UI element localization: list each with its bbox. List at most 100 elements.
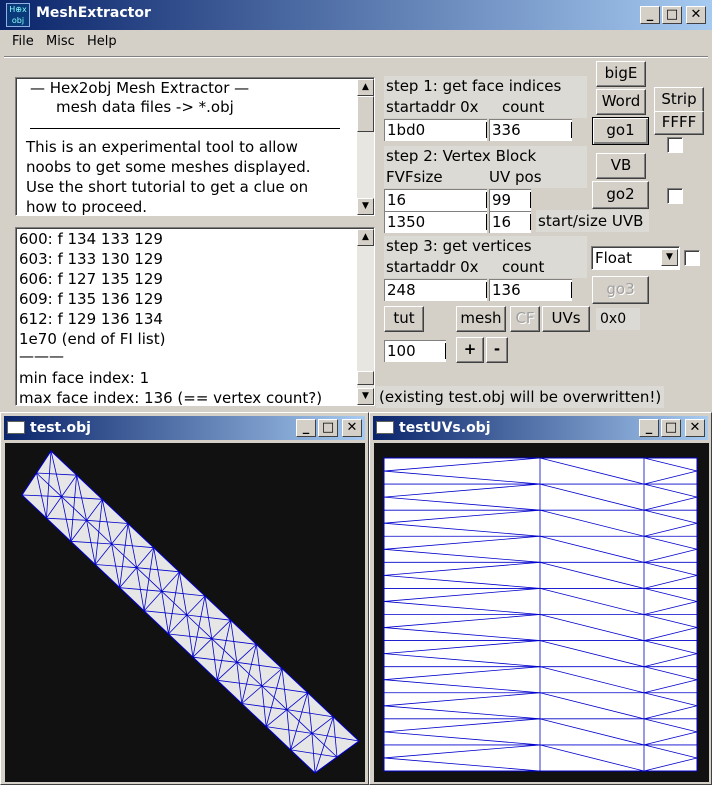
mesh-edge	[36, 472, 77, 476]
uv-edge	[383, 509, 541, 524]
log-line: 600: f 134 133 129	[19, 230, 163, 248]
mesh-edge	[143, 547, 155, 611]
log-line: 1e70 (end of FI list)	[19, 330, 166, 348]
scroll-down-icon[interactable]: ▼	[357, 388, 374, 405]
step3-startaddr-label: startaddr 0x	[386, 258, 479, 276]
uv-edge	[643, 496, 698, 511]
uv-edge	[539, 535, 645, 563]
uv-edge	[643, 627, 698, 641]
mesh-edge	[261, 685, 267, 727]
close-icon[interactable]: ✕	[685, 419, 705, 437]
mesh-edge	[286, 709, 334, 718]
window-title: MeshExtractor	[36, 5, 151, 21]
mesh-edge	[186, 614, 194, 658]
uv-edge	[643, 601, 698, 615]
step1-count-input[interactable]: 336	[489, 119, 572, 141]
word-button[interactable]: Word	[596, 89, 646, 115]
uv-edge	[539, 614, 645, 641]
uv-edge	[643, 679, 698, 694]
uv-edge	[643, 470, 698, 485]
step2-fvf-label: FVFsize	[386, 168, 443, 186]
scroll-up-icon[interactable]: ▲	[357, 229, 374, 246]
mesh-button[interactable]: mesh	[456, 306, 506, 332]
go2-button[interactable]: go2	[592, 181, 649, 209]
uv-edge	[383, 522, 541, 537]
step3-startaddr-input[interactable]: 248	[384, 279, 487, 301]
ffff-checkbox[interactable]	[667, 137, 683, 153]
bigE-button[interactable]: bigE	[596, 61, 646, 87]
maximize-icon[interactable]: □	[661, 419, 681, 437]
fvf-size-input[interactable]: 16	[384, 189, 487, 211]
go1-button[interactable]: go1	[592, 117, 649, 145]
info-scrollbar[interactable]: ▲ ▼	[357, 79, 374, 215]
go3-button[interactable]: go3	[592, 276, 649, 304]
scroll-down-icon[interactable]: ▼	[357, 198, 374, 215]
zoom-input[interactable]: 100	[384, 340, 446, 362]
menu-file[interactable]: File	[12, 34, 34, 49]
scroll-thumb[interactable]	[357, 371, 374, 385]
mesh-edge	[265, 668, 283, 727]
uv-edge	[539, 666, 645, 694]
maximize-icon[interactable]: □	[318, 419, 338, 437]
uv-edge	[383, 496, 541, 511]
info-box: — Hex2obj Mesh Extractor — mesh data fil…	[15, 77, 375, 216]
minimize-icon[interactable]: _	[296, 419, 316, 437]
uv-viewport[interactable]	[374, 443, 709, 782]
log-line: max face index: 136 (== vertex count?)	[19, 389, 323, 406]
tut-button[interactable]: tut	[384, 306, 424, 332]
menu-help[interactable]: Help	[87, 34, 117, 49]
mesh-edge	[161, 590, 206, 597]
uv-edge	[643, 574, 698, 589]
maximize-icon[interactable]: □	[662, 6, 682, 24]
test-obj-titlebar: test.obj _ □ ✕	[4, 416, 365, 440]
uv-edge	[383, 744, 541, 759]
mesh-edge	[236, 661, 283, 669]
menu-misc[interactable]: Misc	[46, 34, 75, 49]
log-scrollbar[interactable]: ▲ ▼	[357, 229, 374, 405]
uvb-size-input[interactable]: 16	[489, 211, 531, 233]
mesh-viewport[interactable]	[5, 443, 365, 782]
uv-edge	[539, 744, 645, 772]
uv-edge	[539, 561, 645, 589]
uv-edge	[643, 561, 698, 576]
cf-button[interactable]: CF	[510, 306, 540, 332]
strip-button[interactable]: Strip	[654, 87, 704, 113]
uvs-button[interactable]: UVs	[542, 306, 590, 332]
step3-title: step 3: get vertices	[386, 237, 532, 255]
mesh-edge	[86, 520, 96, 565]
minimize-icon[interactable]: _	[639, 419, 659, 437]
uv-edge	[539, 509, 645, 537]
chevron-down-icon[interactable]: ▼	[661, 249, 678, 266]
format-checkbox[interactable]	[684, 250, 700, 266]
uvb-start-input[interactable]: 1350	[384, 211, 487, 233]
uv-edge	[383, 535, 541, 550]
step2-title: step 2: Vertex Block	[386, 147, 537, 165]
format-select[interactable]: Float ▼	[591, 246, 680, 270]
mesh-edge	[36, 472, 47, 519]
mesh-edge	[311, 733, 316, 774]
test-obj-title: test.obj	[30, 420, 91, 436]
close-icon[interactable]: ✕	[686, 6, 706, 24]
uv-edge	[383, 757, 541, 772]
close-icon[interactable]: ✕	[342, 419, 362, 437]
mesh-edge	[211, 638, 257, 645]
ffff-button[interactable]: FFFF	[654, 111, 704, 135]
uv-edge	[643, 692, 698, 707]
info-line: Use the short tutorial to get a clue on	[26, 178, 309, 196]
menu-bar: File Misc Help	[0, 31, 712, 53]
go2-checkbox[interactable]	[667, 188, 683, 204]
step1-count-label: count	[502, 98, 545, 116]
scroll-thumb[interactable]	[357, 96, 374, 132]
uv-edge	[643, 731, 698, 746]
minimize-icon[interactable]: _	[640, 6, 660, 24]
uv-pos-input[interactable]: 99	[489, 189, 531, 211]
step1-startaddr-label: startaddr 0x	[386, 98, 479, 116]
vb-button[interactable]: VB	[596, 153, 646, 179]
step3-count-input[interactable]: 136	[489, 279, 572, 301]
step1-title: step 1: get face indices	[386, 77, 562, 95]
step1-startaddr-input[interactable]: 1bd0	[384, 119, 487, 141]
scroll-up-icon[interactable]: ▲	[357, 79, 374, 96]
uv-edge	[643, 522, 698, 537]
minus-button[interactable]: -	[486, 337, 508, 363]
plus-button[interactable]: +	[456, 337, 484, 363]
